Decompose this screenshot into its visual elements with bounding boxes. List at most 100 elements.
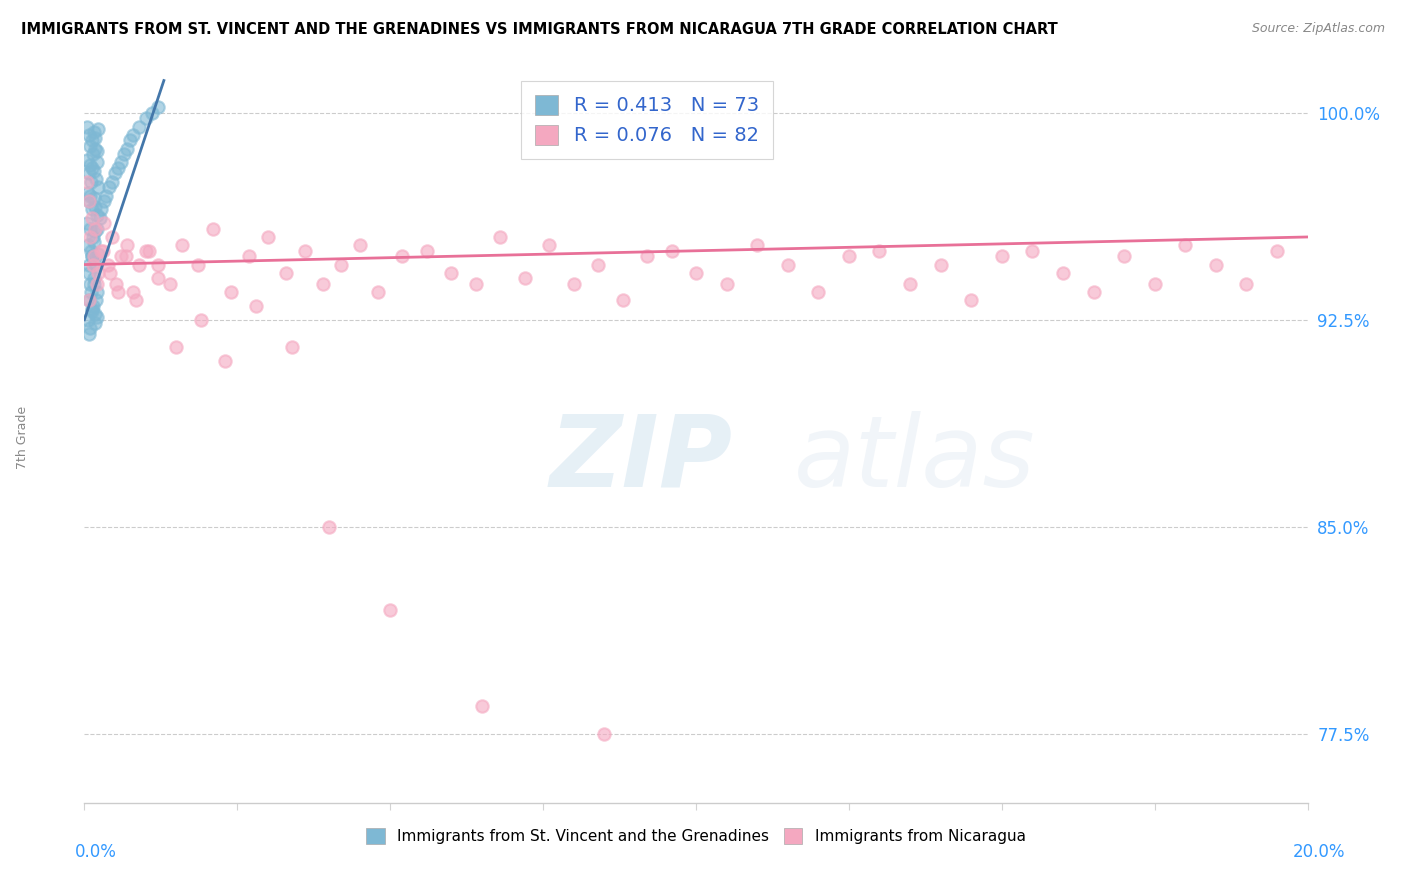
Point	[77, 258, 100, 272]
Point	[165, 340, 187, 354]
Point	[79, 221, 101, 235]
Point	[245, 299, 267, 313]
Point	[97, 180, 120, 194]
Point	[94, 188, 117, 202]
Point	[838, 249, 860, 263]
Point	[238, 249, 260, 263]
Point	[82, 304, 104, 318]
Point	[929, 258, 952, 272]
Point	[86, 277, 108, 291]
Point	[219, 285, 242, 300]
Point	[135, 244, 157, 258]
Point	[83, 142, 105, 156]
Point	[80, 249, 103, 263]
Point	[172, 238, 194, 252]
Point	[105, 277, 128, 291]
Point	[159, 277, 181, 291]
Point	[82, 249, 104, 263]
Point	[380, 602, 402, 616]
Point	[562, 277, 585, 291]
Point	[82, 230, 104, 244]
Point	[79, 158, 101, 172]
Point	[128, 120, 150, 134]
Point	[77, 186, 100, 200]
Point	[128, 258, 150, 272]
Point	[115, 238, 138, 252]
Point	[318, 520, 340, 534]
Point	[77, 312, 100, 326]
Point	[146, 271, 169, 285]
Point	[86, 208, 108, 222]
Point	[146, 258, 169, 272]
Point	[80, 244, 103, 258]
Point	[593, 727, 616, 741]
Point	[97, 258, 120, 272]
Point	[281, 340, 304, 354]
Point	[83, 249, 105, 263]
Point	[201, 221, 224, 235]
Point	[135, 112, 157, 126]
Point	[77, 326, 100, 341]
Point	[77, 194, 100, 208]
Point	[82, 147, 104, 161]
Point	[190, 312, 212, 326]
Point	[83, 316, 105, 330]
Point	[685, 266, 707, 280]
Point	[76, 153, 98, 167]
Point	[84, 130, 107, 145]
Point	[77, 194, 100, 208]
Point	[586, 258, 609, 272]
Point	[489, 230, 512, 244]
Point	[77, 293, 100, 308]
Point	[416, 244, 439, 258]
Point	[1265, 244, 1288, 258]
Point	[84, 200, 107, 214]
Point	[90, 244, 112, 258]
Point	[86, 310, 108, 324]
Point	[312, 277, 335, 291]
Point	[960, 293, 983, 308]
Point	[776, 258, 799, 272]
Point	[120, 133, 142, 147]
Point	[82, 299, 104, 313]
Point	[869, 244, 891, 258]
Point	[79, 321, 101, 335]
Point	[110, 249, 132, 263]
Point	[612, 293, 634, 308]
Point	[101, 175, 124, 189]
Point	[84, 172, 107, 186]
Point	[276, 266, 298, 280]
Point	[349, 238, 371, 252]
Point	[1236, 277, 1258, 291]
Text: Source: ZipAtlas.com: Source: ZipAtlas.com	[1251, 22, 1385, 36]
Point	[86, 221, 108, 235]
Point	[79, 188, 101, 202]
Point	[115, 142, 138, 156]
Point	[716, 277, 738, 291]
Point	[440, 266, 463, 280]
Legend: Immigrants from St. Vincent and the Grenadines, Immigrants from Nicaragua: Immigrants from St. Vincent and the Gren…	[360, 822, 1032, 850]
Text: 0.0%: 0.0%	[75, 843, 117, 861]
Point	[991, 249, 1014, 263]
Point	[86, 145, 108, 159]
Point	[93, 194, 115, 208]
Point	[138, 244, 160, 258]
Point	[93, 216, 115, 230]
Point	[77, 238, 100, 252]
Point	[513, 271, 536, 285]
Point	[80, 211, 103, 225]
Point	[1174, 238, 1197, 252]
Point	[84, 293, 107, 308]
Point	[898, 277, 921, 291]
Point	[1143, 277, 1166, 291]
Point	[125, 293, 148, 308]
Point	[471, 699, 494, 714]
Point	[79, 230, 101, 244]
Point	[747, 238, 769, 252]
Point	[80, 133, 103, 147]
Point	[112, 147, 135, 161]
Point	[76, 120, 98, 134]
Point	[83, 277, 105, 291]
Point	[257, 230, 280, 244]
Point	[77, 266, 100, 280]
